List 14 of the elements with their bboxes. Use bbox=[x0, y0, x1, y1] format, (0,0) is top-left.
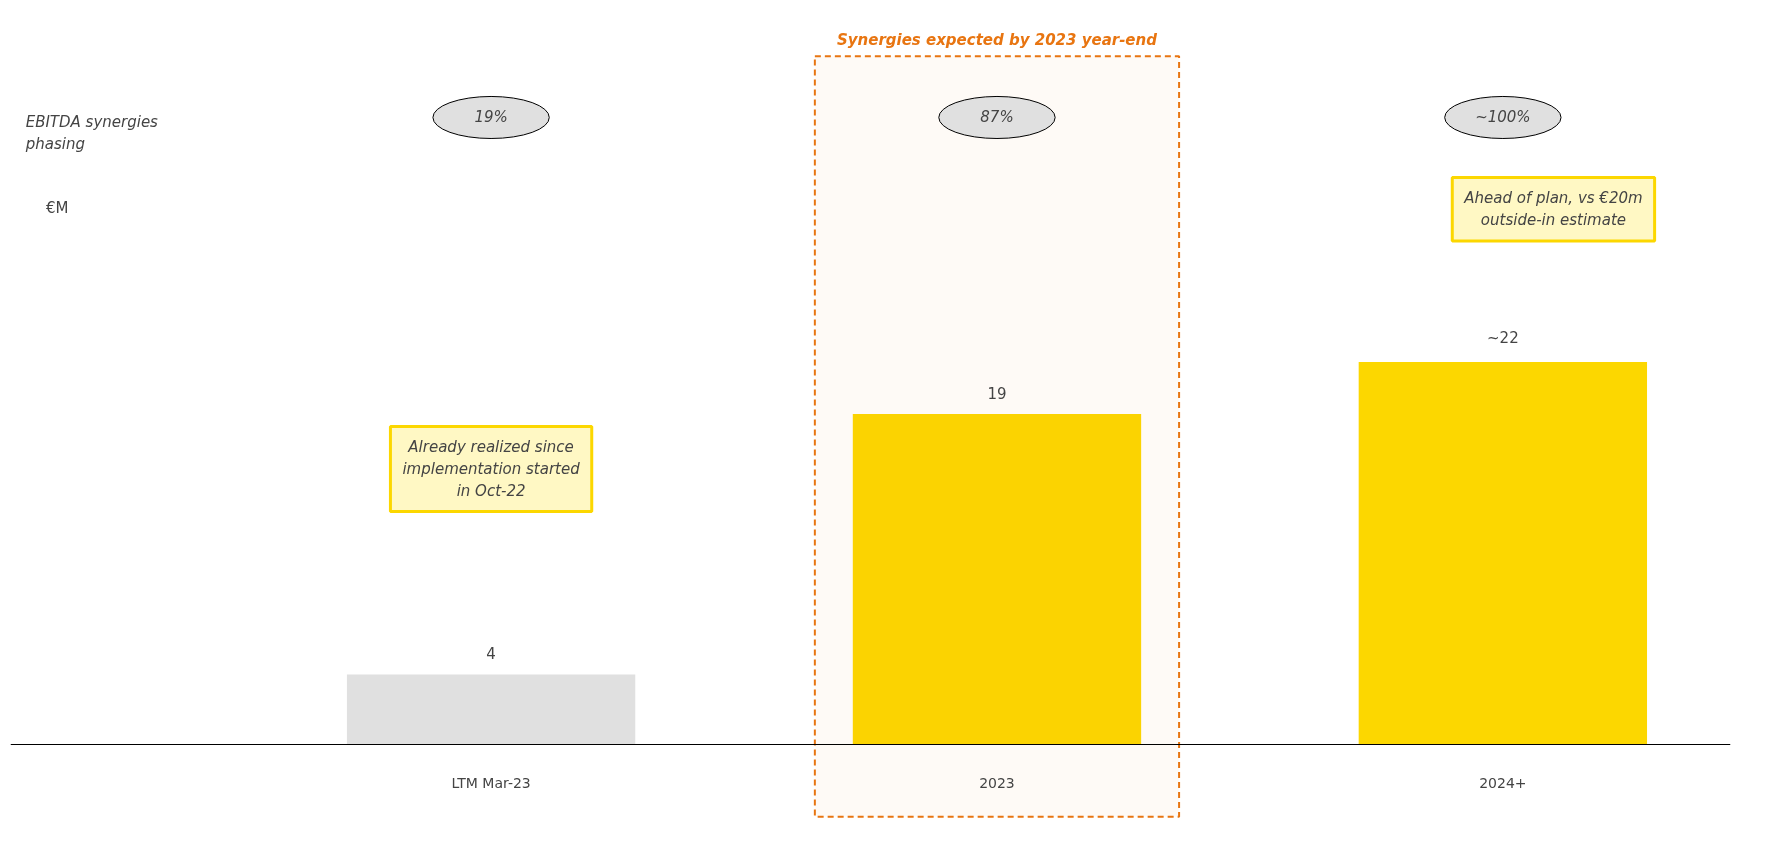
data-label: 19 bbox=[987, 384, 1007, 403]
text: 19% bbox=[474, 108, 508, 127]
data-label: 4 bbox=[486, 645, 496, 664]
text: 87% bbox=[980, 108, 1014, 127]
band-label: Synergies expected by 2023 year-end bbox=[836, 30, 1158, 49]
text: EBITDA synergies phasing bbox=[24, 112, 159, 153]
annotation: Already realized since implementation started in Oct-22 bbox=[402, 438, 581, 500]
x-tick-label: LTM Mar-23 bbox=[451, 775, 531, 792]
x-tick-label: 2023 bbox=[979, 775, 1015, 792]
x-tick-label: 2024+ bbox=[1479, 775, 1527, 792]
text: €M bbox=[45, 198, 69, 217]
text: Ahead of plan, vs €20m outside-in estimate bbox=[1463, 189, 1643, 229]
text: ~100% bbox=[1475, 108, 1531, 127]
data-label: ~22 bbox=[1487, 328, 1519, 347]
